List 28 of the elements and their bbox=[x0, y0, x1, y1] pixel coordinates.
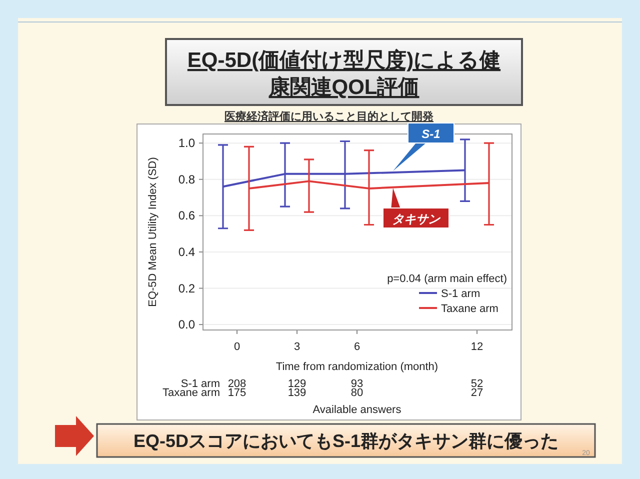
text: 93 bbox=[350, 378, 364, 390]
x-tick-label: 6 bbox=[354, 341, 360, 353]
y-tick-label: 0.8 bbox=[178, 172, 196, 186]
y-axis-title: EQ-5D Mean Utility Index (SD) bbox=[147, 157, 159, 307]
legend-label: Taxane arm bbox=[441, 303, 498, 315]
text: Taxane arm bbox=[162, 387, 220, 399]
y-tick-label: 0.2 bbox=[178, 281, 196, 296]
legend-label: S-1 arm bbox=[441, 288, 480, 300]
text: 139 bbox=[288, 387, 306, 399]
y-tick-label: 0.4 bbox=[178, 244, 196, 259]
text: 175 bbox=[228, 387, 246, 399]
x-tick-label: 12 bbox=[470, 341, 484, 353]
annotation: p=0.04 (arm main effect) bbox=[387, 273, 507, 285]
chart-subtitle: 医療経済評価に用いること目的として開発 bbox=[224, 110, 434, 123]
annotation: タキサン bbox=[392, 212, 441, 226]
annotation: S-1 bbox=[422, 127, 441, 141]
y-tick-label: 0.6 bbox=[178, 208, 196, 223]
text: 27 bbox=[470, 387, 484, 399]
text: EQ-5DスコアにおいてもS-1群がタキサン群に優った bbox=[133, 431, 559, 451]
text: Available answers bbox=[312, 404, 402, 416]
x-axis-title: Time from randomization (month) bbox=[276, 361, 438, 373]
text: 80 bbox=[350, 387, 364, 399]
x-tick-label: 0 bbox=[234, 341, 240, 353]
y-tick-label: 1.0 bbox=[178, 136, 196, 150]
y-tick-label: 0.0 bbox=[178, 318, 196, 332]
text: S-1 arm bbox=[180, 378, 220, 390]
text: 208 bbox=[228, 378, 246, 390]
x-tick-label: 3 bbox=[294, 341, 300, 353]
